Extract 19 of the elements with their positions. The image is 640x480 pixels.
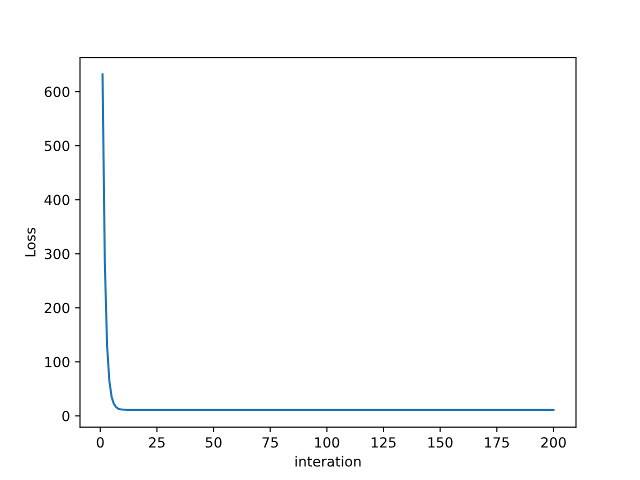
y-tick-label: 600 — [44, 86, 70, 98]
y-tick-label: 500 — [44, 140, 70, 152]
x-tick-label: 125 — [372, 437, 396, 448]
x-tick-label: 50 — [206, 437, 222, 448]
x-tick-label: 150 — [428, 437, 452, 448]
x-tick-label: 25 — [149, 437, 165, 448]
y-tick-label: 300 — [44, 248, 70, 260]
x-tick-label: 200 — [541, 437, 566, 448]
y-tick-label: 400 — [44, 194, 70, 206]
y-tick-label: 0 — [62, 410, 70, 422]
x-tick-label: 175 — [485, 437, 509, 448]
x-axis-title: interation — [296, 456, 361, 467]
y-tick-label: 100 — [45, 356, 70, 368]
line-series — [102, 73, 554, 411]
x-tick-label: 75 — [262, 437, 278, 448]
y-axis-title: Loss — [25, 228, 36, 256]
x-tick-label: 0 — [96, 437, 104, 448]
x-tick-label: 100 — [315, 437, 340, 448]
y-tick-label: 200 — [44, 302, 70, 314]
